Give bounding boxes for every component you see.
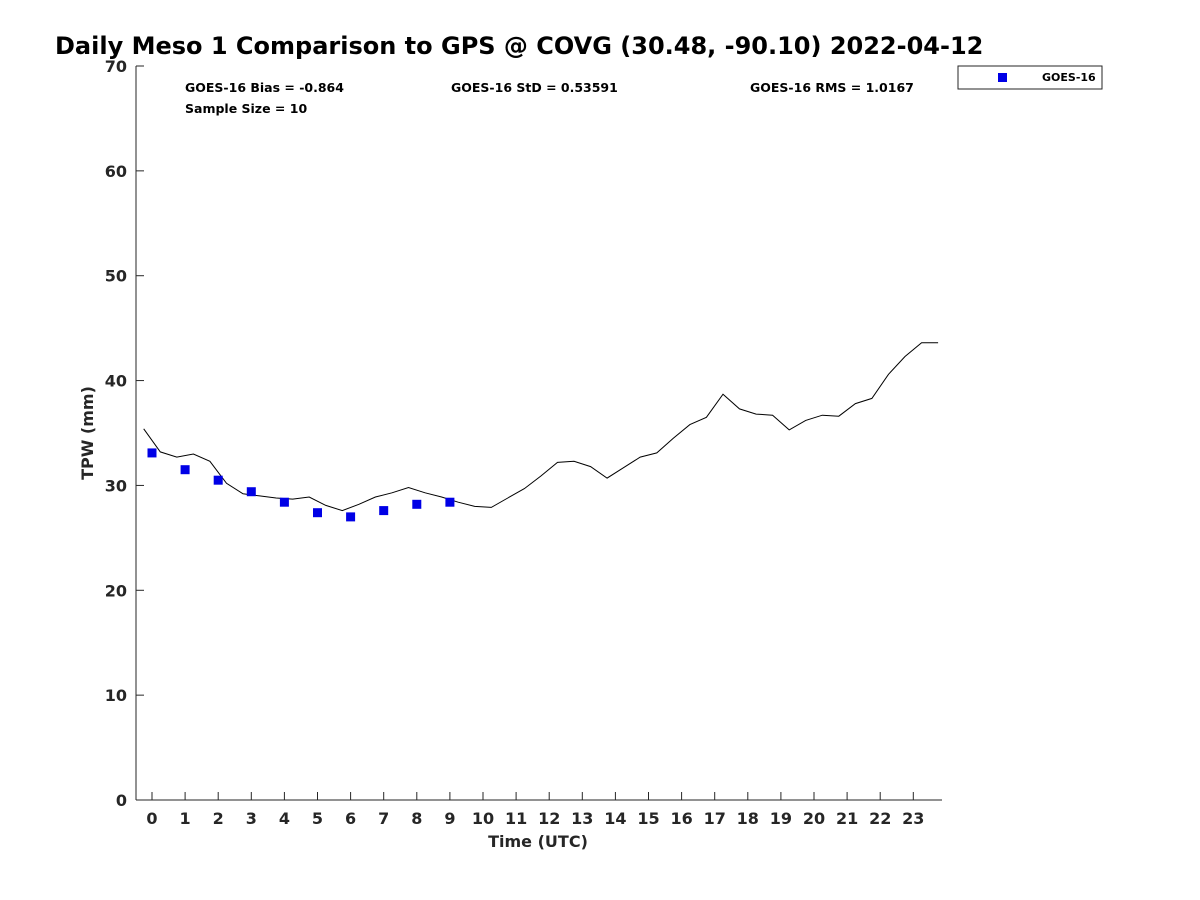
x-tick-label: 3 [246, 809, 257, 828]
x-tick-label: 10 [472, 809, 494, 828]
goes16-point [379, 506, 389, 516]
goes16-point [313, 508, 322, 518]
legend: GOES-16 [957, 65, 1103, 90]
y-tick-label: 30 [105, 476, 127, 495]
legend-marker-goes16 [998, 73, 1007, 82]
goes16-point [412, 499, 422, 509]
x-tick-label: 17 [704, 809, 726, 828]
y-tick-label: 10 [105, 686, 127, 705]
gps-series [143, 342, 939, 512]
gps-line [143, 342, 939, 512]
goes16-point [147, 448, 157, 458]
goes16-point [213, 475, 223, 485]
chart-title: Daily Meso 1 Comparison to GPS @ COVG (3… [55, 32, 983, 60]
goes16-point [346, 512, 356, 522]
rms-stat: GOES-16 RMS = 1.0167 [750, 80, 914, 95]
x-tick-label: 4 [279, 809, 290, 828]
x-ticks: 0 1 2 3 4 5 6 7 8 9 10 11 12 13 14 15 16 17 18 19 20 21 22 23 [146, 792, 924, 828]
goes16-point [180, 465, 190, 475]
x-axis-label: Time (UTC) [488, 832, 588, 851]
x-tick-label: 13 [571, 809, 593, 828]
legend-box [957, 65, 1103, 90]
x-tick-label: 18 [737, 809, 759, 828]
x-tick-label: 19 [770, 809, 792, 828]
x-tick-label: 21 [836, 809, 858, 828]
goes16-point [445, 497, 455, 507]
x-tick-label: 22 [869, 809, 891, 828]
goes16-point [279, 497, 289, 507]
y-tick-label: 0 [116, 791, 127, 810]
y-tick-label: 70 [105, 57, 127, 76]
goes16-series [147, 448, 455, 522]
y-tick-label: 60 [105, 162, 127, 181]
x-tick-label: 6 [345, 809, 356, 828]
bias-stat: GOES-16 Bias = -0.864 [185, 80, 344, 95]
x-tick-label: 9 [444, 809, 455, 828]
y-tick-label: 20 [105, 581, 127, 600]
std-stat: GOES-16 StD = 0.53591 [451, 80, 618, 95]
x-tick-label: 11 [505, 809, 527, 828]
legend-label-goes16: GOES-16 [1042, 71, 1096, 84]
goes16-point [246, 487, 256, 497]
x-tick-label: 16 [670, 809, 692, 828]
x-tick-label: 8 [411, 809, 422, 828]
x-tick-label: 5 [312, 809, 323, 828]
sample-size-stat: Sample Size = 10 [185, 101, 307, 116]
x-tick-label: 20 [803, 809, 825, 828]
x-tick-label: 2 [213, 809, 224, 828]
x-tick-label: 0 [146, 809, 157, 828]
x-tick-label: 15 [637, 809, 659, 828]
x-tick-label: 23 [902, 809, 924, 828]
x-tick-label: 7 [378, 809, 389, 828]
x-tick-label: 1 [180, 809, 191, 828]
x-tick-label: 12 [538, 809, 560, 828]
x-tick-label: 14 [604, 809, 626, 828]
y-axis-label: TPW (mm) [78, 386, 97, 480]
y-tick-label: 40 [105, 372, 127, 391]
y-tick-label: 50 [105, 267, 127, 286]
y-ticks: 0 10 20 30 40 50 60 70 [105, 57, 144, 810]
